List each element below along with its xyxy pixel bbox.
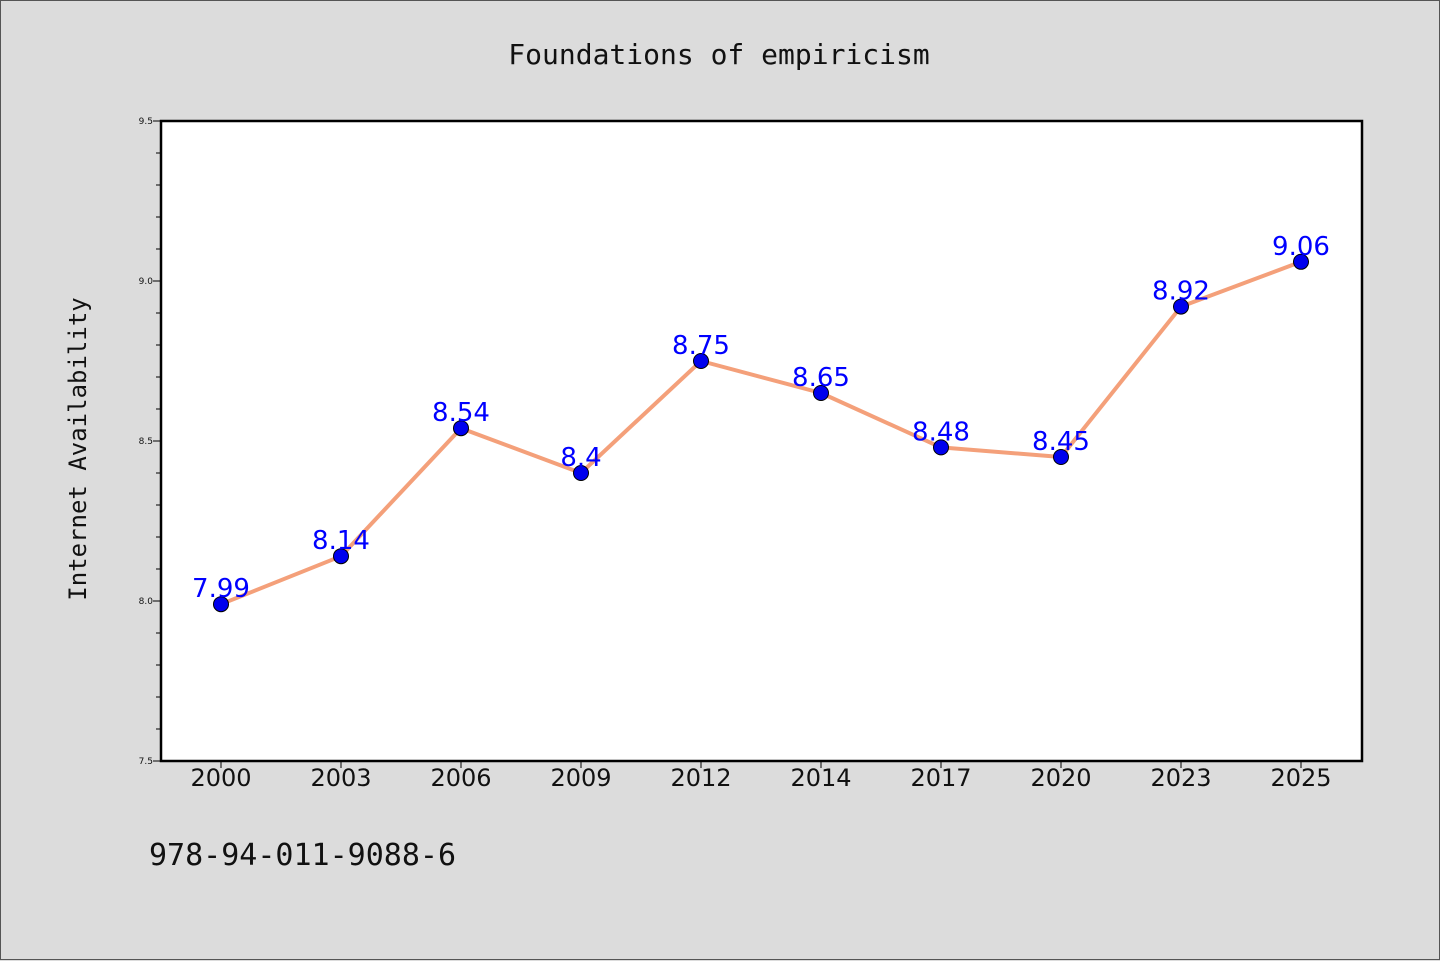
- y-tick-label: 9.5: [139, 117, 153, 127]
- data-point: [213, 596, 229, 613]
- data-label: 8.14: [312, 526, 370, 556]
- x-tick-label: 2006: [430, 764, 491, 792]
- data-point: [1293, 253, 1309, 270]
- x-tick-label: 2009: [550, 764, 611, 792]
- footer-code: 978-94-011-9088-6: [149, 838, 456, 873]
- x-tick-label: 2023: [1150, 764, 1211, 792]
- data-label: 7.99: [192, 574, 250, 604]
- y-axis-label: Internet Availability: [64, 297, 92, 600]
- data-label: 8.4: [560, 443, 601, 473]
- data-point: [933, 439, 949, 456]
- y-tick-label: 8.0: [139, 597, 154, 607]
- y-tick-label: 8.5: [139, 437, 153, 447]
- x-tick-label: 2014: [790, 764, 851, 792]
- data-point: [1173, 298, 1189, 315]
- y-tick-label: 7.5: [139, 757, 153, 767]
- x-tick-label: 2020: [1030, 764, 1091, 792]
- x-tick-label: 2017: [910, 764, 971, 792]
- data-point: [333, 548, 349, 565]
- data-point: [453, 420, 469, 437]
- data-point: [693, 353, 709, 369]
- data-point: [573, 465, 589, 481]
- data-label: 8.48: [912, 417, 970, 447]
- data-label: 8.92: [1152, 277, 1210, 307]
- data-label: 8.45: [1032, 427, 1090, 457]
- data-label: 9.06: [1272, 232, 1330, 262]
- plot-frame: [159, 119, 1364, 763]
- series-line: [220, 259, 1302, 607]
- data-label: 8.75: [672, 331, 730, 361]
- data-label: 8.65: [792, 363, 850, 393]
- x-tick-label: 2003: [310, 764, 371, 792]
- x-tick-label: 2000: [190, 764, 251, 792]
- data-label: 8.54: [432, 398, 490, 428]
- data-point: [813, 385, 829, 401]
- y-tick-label: 9.0: [139, 277, 154, 287]
- x-tick-label: 2012: [670, 764, 731, 792]
- data-point: [1053, 449, 1069, 465]
- chart-title: Foundations of empiricism: [508, 38, 929, 71]
- x-tick-label: 2025: [1270, 764, 1331, 792]
- plot-area: [161, 121, 1362, 761]
